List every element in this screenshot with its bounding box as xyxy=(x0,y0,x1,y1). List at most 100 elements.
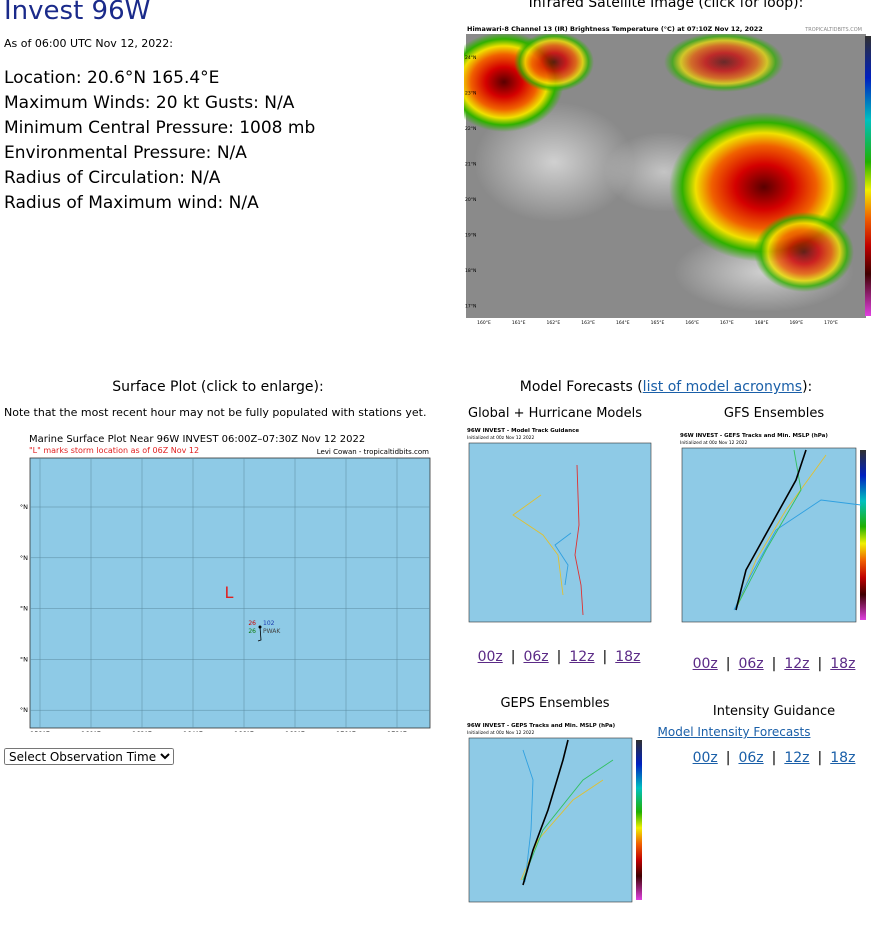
lon-label: 162°E xyxy=(547,320,561,326)
track xyxy=(735,449,802,609)
station-pressure: 102 xyxy=(263,620,275,627)
detail-line: Radius of Maximum wind: N/A xyxy=(4,193,259,213)
track xyxy=(574,464,584,616)
models-heading: Model Forecasts (list of model acronyms)… xyxy=(520,379,813,395)
surface-plot[interactable]: Marine Surface Plot Near 96W INVEST 06:0… xyxy=(20,430,434,732)
lon-label: 165°E xyxy=(651,320,665,326)
satellite-image[interactable]: Himawari-8 Channel 13 (IR) Brightness Te… xyxy=(464,22,874,332)
lat-label: 22°N xyxy=(20,554,28,562)
mean-track xyxy=(522,739,569,886)
lon-label: 164°E xyxy=(183,730,203,732)
lon-label: 161°E xyxy=(512,320,526,326)
lat-label: 18°N xyxy=(465,268,476,274)
model-image-title: 96W INVEST - GEFS Tracks and Min. MSLP (… xyxy=(680,433,828,439)
lon-label: 168°E xyxy=(285,730,305,732)
lat-label: 19°N xyxy=(465,233,476,239)
lat-label: 16°N xyxy=(20,706,28,714)
satellite-heading: Infrared Satellite Image (click for loop… xyxy=(528,0,804,11)
observation-time-select[interactable]: Select Observation Time... xyxy=(4,748,174,765)
lat-label: 20°N xyxy=(20,605,28,613)
model-image-subtitle: Initialized at 00z Nov 12 2022 xyxy=(467,730,535,736)
separator: | xyxy=(602,649,608,665)
run-link[interactable]: 00z xyxy=(692,750,718,766)
run-link[interactable]: 12z xyxy=(569,649,595,665)
lon-label: 170°E xyxy=(824,320,838,326)
model-acronyms-link[interactable]: list of model acronyms xyxy=(642,379,803,395)
lat-label: 24°N xyxy=(20,503,28,511)
lon-label: 166°E xyxy=(685,320,699,326)
surface-note: Note that the most recent hour may not b… xyxy=(4,406,427,419)
map-background xyxy=(681,447,857,623)
detail-line: Location: 20.6°N 165.4°E xyxy=(4,68,220,88)
run-link[interactable]: 06z xyxy=(523,649,549,665)
track xyxy=(512,494,564,596)
separator: | xyxy=(771,750,777,766)
model-image[interactable]: 96W INVEST - Model Track GuidanceInitial… xyxy=(463,425,655,632)
lon-label: 167°E xyxy=(720,320,734,326)
lon-label: 168°E xyxy=(755,320,769,326)
run-link[interactable]: 00z xyxy=(692,656,718,672)
lon-label: 169°E xyxy=(789,320,803,326)
heading-suffix: ): xyxy=(802,379,813,395)
lon-label: 160°E xyxy=(81,730,101,732)
separator: | xyxy=(556,649,562,665)
satellite-image-title: Himawari-8 Channel 13 (IR) Brightness Te… xyxy=(467,25,763,33)
as-of: As of 06:00 UTC Nov 12, 2022: xyxy=(4,37,174,50)
surface-heading: Surface Plot (click to enlarge): xyxy=(112,379,324,395)
lon-label: 172°E xyxy=(387,730,407,732)
lon-label: 162°E xyxy=(132,730,152,732)
model-image[interactable]: 96W INVEST - GEPS Tracks and Min. MSLP (… xyxy=(463,720,648,912)
run-link[interactable]: 18z xyxy=(830,656,856,672)
lon-label: 158°E xyxy=(30,730,50,732)
separator: | xyxy=(725,750,731,766)
run-links: 00z | 06z | 12z | 18z xyxy=(693,750,856,766)
model-image[interactable]: 96W INVEST - GEFS Tracks and Min. MSLP (… xyxy=(676,430,872,632)
lat-label: 22°N xyxy=(465,126,476,132)
detail-line: Maximum Winds: 20 kt Gusts: N/A xyxy=(4,93,295,113)
run-link[interactable]: 00z xyxy=(477,649,503,665)
heading-prefix: Model Forecasts ( xyxy=(519,379,643,395)
lon-label: 164°E xyxy=(616,320,630,326)
panel-title: GEPS Ensembles xyxy=(500,696,610,711)
lon-label: 163°E xyxy=(581,320,595,326)
run-links: 00z | 06z | 12z | 18z xyxy=(693,656,856,672)
run-link[interactable]: 12z xyxy=(784,656,810,672)
lat-label: 24°N xyxy=(465,55,476,61)
mean-track xyxy=(735,449,807,611)
lat-label: 21°N xyxy=(465,162,476,168)
track xyxy=(554,532,572,586)
lat-label: 23°N xyxy=(465,91,476,97)
intensity-link[interactable]: Model Intensity Forecasts xyxy=(657,725,811,739)
run-link[interactable]: 18z xyxy=(615,649,641,665)
surface-credit: Levi Cowan - tropicaltidbits.com xyxy=(317,448,429,456)
separator: | xyxy=(817,750,823,766)
detail-line: Radius of Circulation: N/A xyxy=(4,168,221,188)
run-link[interactable]: 06z xyxy=(738,750,764,766)
map-background xyxy=(468,442,652,623)
lon-label: 166°E xyxy=(234,730,254,732)
separator: | xyxy=(817,656,823,672)
model-image-subtitle: Initialized at 00z Nov 12 2022 xyxy=(680,440,748,446)
run-link[interactable]: 12z xyxy=(784,750,810,766)
lat-label: 17°N xyxy=(465,304,476,310)
run-links: 00z | 06z | 12z | 18z xyxy=(478,649,641,665)
lat-label: 20°N xyxy=(465,197,476,203)
separator: | xyxy=(510,649,516,665)
station-temp: 26 xyxy=(248,620,256,627)
detail-line: Minimum Central Pressure: 1008 mb xyxy=(4,118,316,138)
storm-marker: L xyxy=(225,583,234,602)
separator: | xyxy=(725,656,731,672)
model-image-title: 96W INVEST - Model Track Guidance xyxy=(467,428,579,434)
run-link[interactable]: 06z xyxy=(738,656,764,672)
model-image-title: 96W INVEST - GEPS Tracks and Min. MSLP (… xyxy=(467,723,616,729)
colorbar xyxy=(636,740,642,900)
intensity-title: Intensity Guidance xyxy=(712,704,836,719)
panel-title: GFS Ensembles xyxy=(723,406,825,421)
panel-title: Global + Hurricane Models xyxy=(467,406,643,421)
run-link[interactable]: 18z xyxy=(830,750,856,766)
surface-image-title: Marine Surface Plot Near 96W INVEST 06:0… xyxy=(29,434,365,445)
model-image-subtitle: Initialized at 00z Nov 12 2022 xyxy=(467,435,535,441)
detail-line: Environmental Pressure: N/A xyxy=(4,143,247,163)
lat-label: 18°N xyxy=(20,655,28,663)
